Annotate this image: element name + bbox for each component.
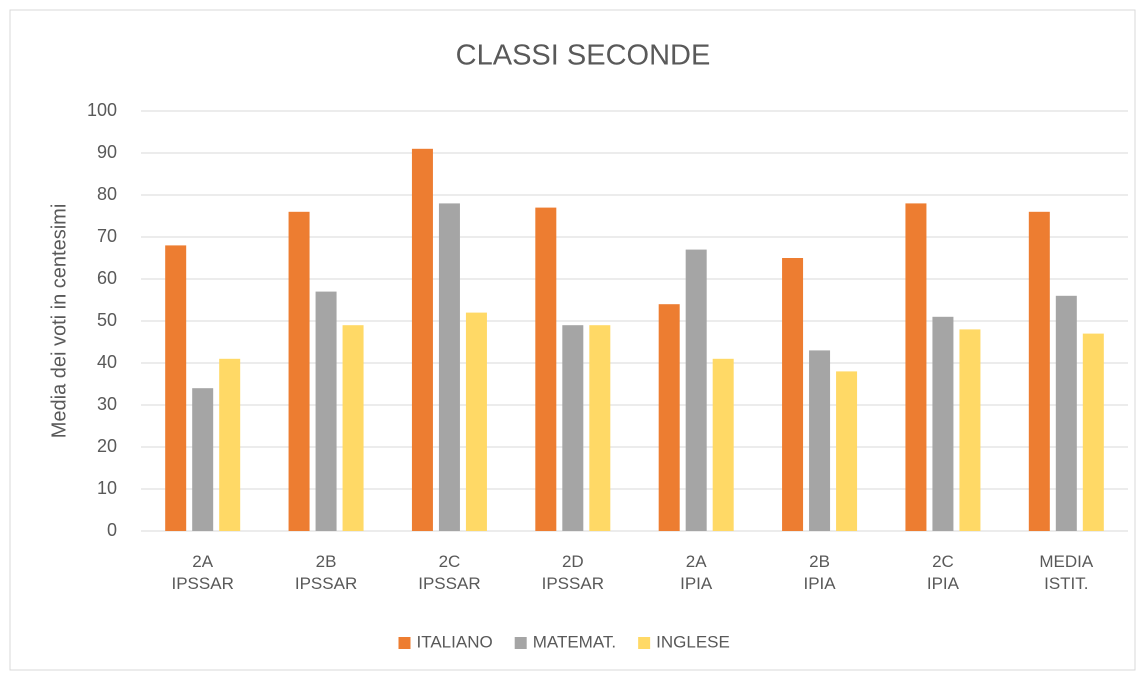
legend-label: ITALIANO: [417, 632, 493, 651]
bar: [342, 325, 364, 531]
bar: [959, 329, 981, 531]
bar: [562, 325, 584, 531]
chart-title: CLASSI SECONDE: [456, 40, 711, 72]
y-tick-label: 40: [97, 352, 117, 372]
bar: [192, 388, 214, 531]
legend-swatch: [398, 637, 411, 649]
bar: [438, 203, 460, 531]
y-tick-label: 50: [97, 310, 117, 330]
x-tick-label: 2C IPIA: [926, 552, 959, 593]
bar: [288, 211, 310, 532]
bar: [712, 358, 734, 531]
y-tick-label: 20: [97, 436, 117, 456]
bar: [809, 350, 831, 531]
bar: [465, 312, 487, 531]
bar: [685, 249, 707, 531]
bar: [1055, 295, 1077, 531]
bar: [411, 148, 433, 532]
bar: [219, 358, 241, 531]
y-tick-label: 0: [107, 520, 117, 540]
y-tick-label: 90: [97, 142, 117, 162]
bar: [589, 325, 611, 531]
y-axis-label: Media dei voti in centesimi: [48, 204, 70, 439]
y-tick-label: 70: [97, 226, 117, 246]
x-tick-label: 2A IPIA: [680, 552, 713, 593]
y-tick-label: 80: [97, 184, 117, 204]
x-tick-label: 2C IPSSAR: [418, 552, 481, 593]
legend-label: MATEMAT.: [533, 632, 616, 651]
x-tick-label: 2D IPSSAR: [541, 552, 604, 593]
y-tick-label: 100: [87, 100, 117, 120]
x-tick-label: 2B IPIA: [803, 552, 836, 593]
y-tick-label: 60: [97, 268, 117, 288]
legend-swatch: [638, 637, 651, 649]
bar: [905, 203, 927, 531]
bar: [1082, 333, 1104, 531]
bar: [1028, 211, 1050, 532]
y-tick-label: 10: [97, 478, 117, 498]
legend-swatch: [514, 637, 527, 649]
bar: [165, 245, 187, 531]
bar: [932, 316, 954, 531]
legend-label: INGLESE: [656, 632, 730, 651]
bar: [782, 258, 804, 531]
y-tick-label: 30: [97, 394, 117, 414]
x-tick-label: 2A IPSSAR: [171, 552, 234, 593]
bar: [535, 207, 557, 531]
bar: [658, 304, 680, 531]
x-tick-label: MEDIA ISTIT.: [1039, 552, 1094, 593]
bar: [315, 291, 337, 531]
x-tick-label: 2B IPSSAR: [294, 552, 358, 593]
bar: [836, 371, 858, 531]
